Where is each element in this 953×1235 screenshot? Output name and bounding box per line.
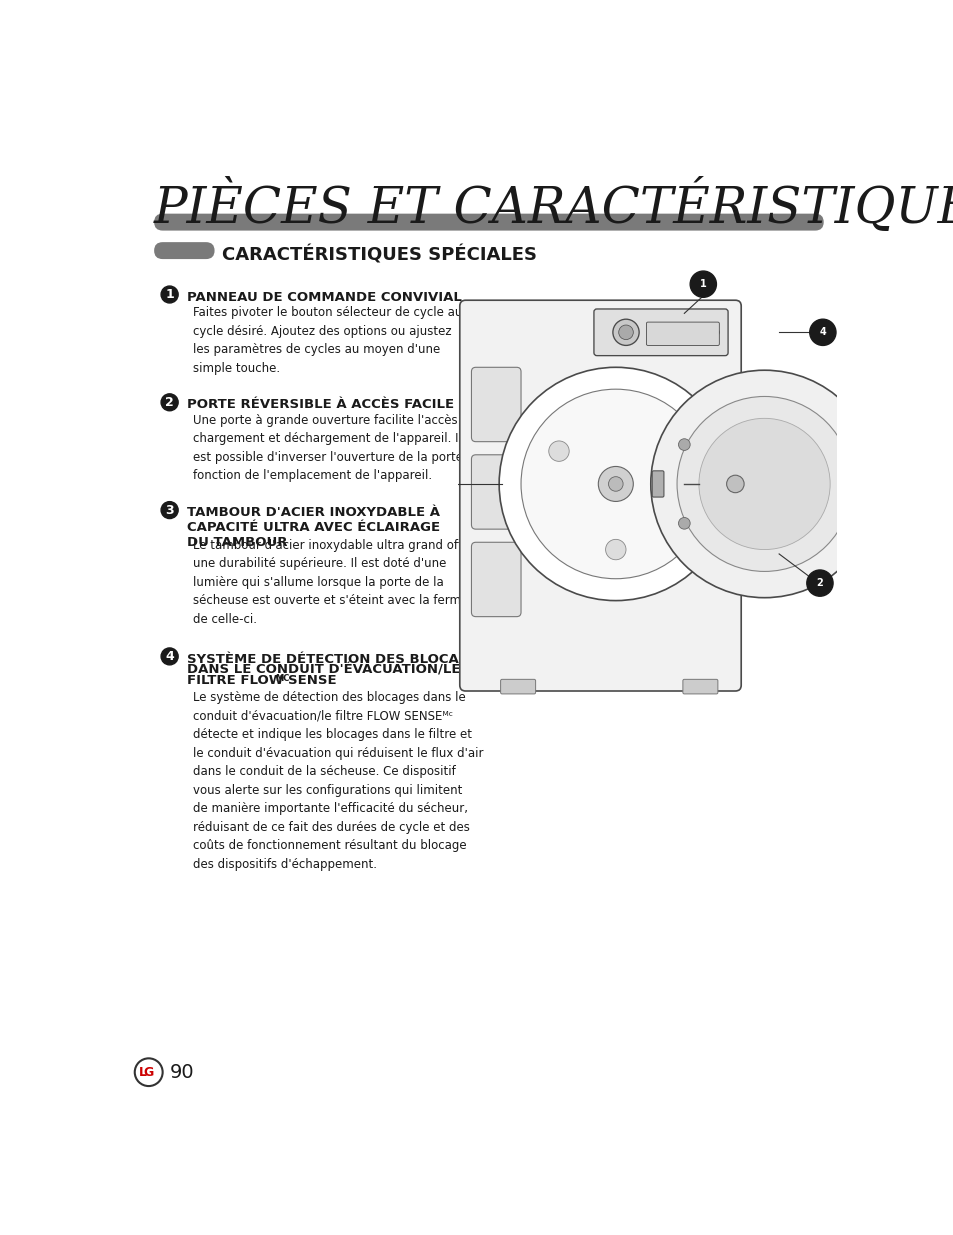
- Text: DANS LE CONDUIT D'ÉVACUATION/LE: DANS LE CONDUIT D'ÉVACUATION/LE: [187, 663, 460, 677]
- Circle shape: [161, 394, 178, 411]
- Text: PIÈCES ET CARACTÉRISTIQUES: PIÈCES ET CARACTÉRISTIQUES: [154, 179, 953, 233]
- Circle shape: [134, 1058, 162, 1086]
- Circle shape: [161, 648, 178, 664]
- FancyBboxPatch shape: [154, 242, 214, 259]
- Text: 4: 4: [165, 650, 173, 663]
- Text: CARACTÉRISTIQUES SPÉCIALES: CARACTÉRISTIQUES SPÉCIALES: [222, 246, 537, 264]
- Text: SYSTÈME DE DÉTECTION DES BLOCAGES: SYSTÈME DE DÉTECTION DES BLOCAGES: [187, 652, 488, 666]
- Text: G: G: [143, 1066, 153, 1078]
- Text: 3: 3: [165, 504, 173, 516]
- Text: PORTE RÉVERSIBLE À ACCÈS FACILE: PORTE RÉVERSIBLE À ACCÈS FACILE: [187, 399, 454, 411]
- Text: Une porte à grande ouverture facilite l'accès au
chargement et déchargement de l: Une porte à grande ouverture facilite l'…: [193, 414, 481, 483]
- Text: L: L: [138, 1066, 147, 1078]
- Text: TAMBOUR D'ACIER INOXYDABLE À
CAPACITÉ ULTRA AVEC ÉCLAIRAGE
DU TAMBOUR: TAMBOUR D'ACIER INOXYDABLE À CAPACITÉ UL…: [187, 506, 440, 550]
- Text: MC: MC: [274, 674, 289, 683]
- Text: 90: 90: [170, 1062, 194, 1082]
- Text: Le système de détection des blocages dans le
conduit d'évacuation/le filtre FLOW: Le système de détection des blocages dan…: [193, 692, 483, 871]
- Circle shape: [161, 287, 178, 303]
- Circle shape: [161, 501, 178, 519]
- Text: PANNEAU DE COMMANDE CONVIVIAL: PANNEAU DE COMMANDE CONVIVIAL: [187, 290, 462, 304]
- Text: Le tambour d'acier inoxydable ultra grand offre
une durabilité supérieure. Il es: Le tambour d'acier inoxydable ultra gran…: [193, 538, 492, 626]
- Text: 1: 1: [165, 288, 173, 301]
- Text: Faites pivoter le bouton sélecteur de cycle au
cycle désiré. Ajoutez des options: Faites pivoter le bouton sélecteur de cy…: [193, 306, 462, 374]
- Text: FILTRE FLOW SENSE: FILTRE FLOW SENSE: [187, 674, 336, 687]
- FancyBboxPatch shape: [154, 214, 822, 231]
- Text: 2: 2: [165, 395, 173, 409]
